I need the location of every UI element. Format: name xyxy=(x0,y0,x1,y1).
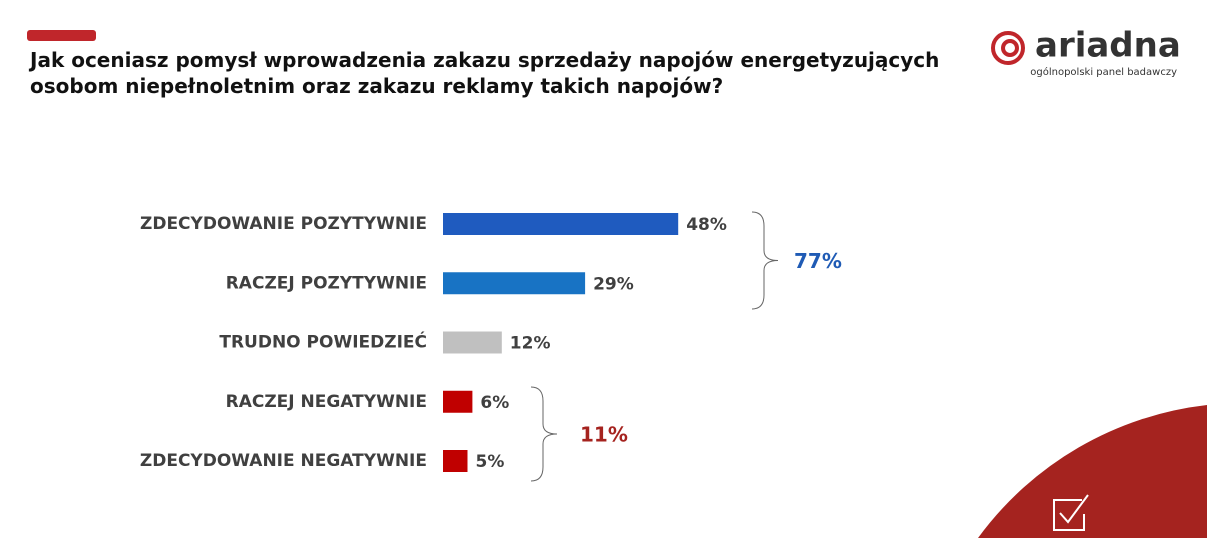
value-label: 29% xyxy=(593,274,634,294)
chart-title: Jak oceniasz pomysł wprowadzenia zakazu … xyxy=(30,48,940,98)
category-label: ZDECYDOWANIE NEGATYWNIE xyxy=(140,451,427,471)
value-label: 12% xyxy=(510,334,551,354)
value-label: 6% xyxy=(480,393,509,413)
bar xyxy=(443,331,502,354)
category-label: ZDECYDOWANIE POZYTYWNIE xyxy=(140,214,427,234)
bar xyxy=(443,213,679,235)
group-total: 77% xyxy=(794,249,842,273)
value-label: 5% xyxy=(476,452,505,472)
logo-icon xyxy=(991,31,1025,65)
category-label: TRUDNO POWIEDZIEĆ xyxy=(219,331,427,353)
accent-bar xyxy=(27,30,96,41)
value-label: 48% xyxy=(686,215,727,235)
category-label: RACZEJ NEGATYWNIE xyxy=(226,392,427,412)
bar xyxy=(443,272,586,295)
check-icon xyxy=(1053,494,1089,531)
bracket xyxy=(530,386,558,482)
bracket xyxy=(751,211,779,310)
group-total: 11% xyxy=(580,423,628,447)
category-label: RACZEJ POZYTYWNIE xyxy=(226,273,427,293)
logo-tagline: ogólnopolski panel badawczy xyxy=(1030,66,1177,78)
corner-shape xyxy=(978,405,1207,538)
logo-name: ariadna xyxy=(1035,26,1181,66)
bar xyxy=(443,450,468,472)
bar xyxy=(443,390,473,413)
